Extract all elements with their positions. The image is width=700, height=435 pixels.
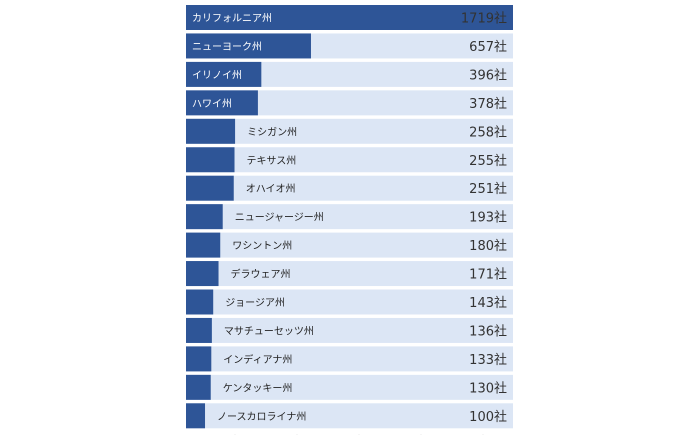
category-label: ジョージア州: [225, 297, 285, 309]
value-label: 255社: [469, 153, 507, 169]
bar-track: [186, 147, 513, 173]
category-label: オハイオ州: [246, 183, 296, 195]
bar: [186, 346, 212, 372]
bar-track: [186, 317, 513, 343]
bar: [186, 90, 258, 116]
value-label: 193社: [469, 210, 507, 226]
category-label: ケンタッキー州: [223, 382, 293, 394]
bar-track: [186, 403, 513, 429]
category-label: インディアナ州: [223, 353, 292, 366]
category-label: ニューヨーク州: [192, 41, 262, 53]
bar-track: [186, 232, 513, 258]
bar: [186, 147, 235, 173]
bar-track: [186, 118, 513, 144]
bar-track: [186, 204, 513, 230]
category-label: ハワイ州: [192, 98, 232, 110]
value-label: 396社: [469, 67, 507, 83]
value-label: 133社: [469, 352, 507, 368]
bar-track: [186, 261, 513, 287]
value-label: 657社: [469, 39, 507, 55]
value-label: 378社: [469, 96, 507, 112]
category-label: ニュージャージー州: [235, 212, 324, 224]
category-label: カリフォルニア州: [192, 13, 272, 25]
value-label: 251社: [469, 181, 507, 197]
category-label: マサチューセッツ州: [224, 325, 314, 337]
category-label: ワシントン州: [232, 240, 292, 252]
value-label: 143社: [469, 295, 507, 311]
bar: [186, 33, 311, 59]
bar: [186, 118, 236, 144]
bar-track: [186, 346, 513, 372]
category-label: ノースカロライナ州: [217, 411, 306, 423]
category-label: イリノイ州: [192, 69, 242, 81]
value-label: 258社: [469, 124, 507, 140]
bar: [186, 289, 214, 315]
category-label: ミシガン州: [247, 126, 297, 138]
category-label: デラウェア州: [231, 268, 291, 281]
value-label: 100社: [469, 409, 507, 425]
bar-track: [186, 374, 513, 400]
bar-track: [186, 175, 513, 201]
value-label: 180社: [469, 238, 507, 254]
value-label: 171社: [469, 267, 507, 283]
bar: [186, 175, 234, 201]
bar: [186, 374, 211, 400]
value-label: 1719社: [461, 11, 507, 27]
bar: [186, 5, 513, 30]
bar: [186, 317, 212, 343]
value-label: 136社: [469, 323, 507, 339]
bar-track: [186, 289, 513, 315]
bar: [186, 204, 223, 230]
bar: [186, 61, 262, 87]
bar: [186, 403, 206, 429]
bar: [186, 261, 219, 287]
category-label: テキサス州: [247, 155, 297, 167]
bar: [186, 232, 221, 258]
value-label: 130社: [469, 380, 507, 396]
